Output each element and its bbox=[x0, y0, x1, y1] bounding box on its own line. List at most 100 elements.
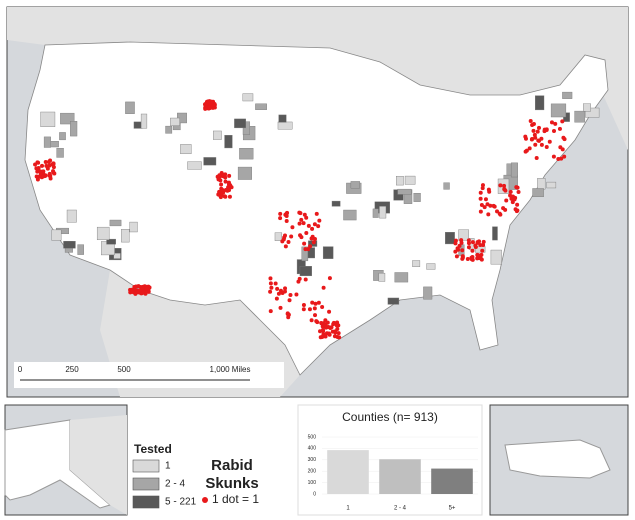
skunk-dot bbox=[334, 323, 339, 328]
county-patch bbox=[129, 221, 138, 233]
skunk-dot bbox=[44, 163, 49, 168]
skunk-dot bbox=[510, 200, 515, 205]
skunk-dot bbox=[501, 206, 506, 211]
legend-label: 2 - 4 bbox=[165, 479, 185, 490]
county-patch bbox=[277, 121, 293, 130]
county-patch bbox=[458, 229, 469, 241]
skunk-dot bbox=[289, 234, 294, 239]
y-tick-label: 400 bbox=[308, 446, 317, 452]
skunk-dot bbox=[268, 281, 273, 286]
county-patch bbox=[423, 286, 433, 300]
skunk-dot bbox=[549, 120, 554, 125]
skunk-dot bbox=[301, 307, 306, 312]
skunk-dot bbox=[332, 334, 337, 339]
skunk-dot bbox=[551, 154, 556, 159]
y-tick-label: 500 bbox=[308, 434, 317, 440]
county-patch bbox=[387, 297, 400, 305]
skunk-dot bbox=[453, 241, 458, 246]
skunk-dot bbox=[206, 100, 211, 105]
skunk-dot bbox=[304, 215, 309, 220]
county-patch bbox=[66, 209, 77, 223]
skunk-dot bbox=[326, 331, 331, 336]
county-patch bbox=[372, 208, 379, 218]
county-patch bbox=[60, 112, 75, 125]
skunk-dot bbox=[311, 240, 316, 245]
skunk-dot bbox=[478, 256, 483, 261]
county-patch bbox=[165, 125, 173, 134]
county-patch bbox=[51, 229, 62, 241]
skunk-dot bbox=[533, 142, 538, 147]
skunk-dot bbox=[479, 203, 484, 208]
county-patch bbox=[125, 101, 135, 114]
county-patch bbox=[490, 249, 502, 265]
skunk-dot bbox=[299, 217, 304, 222]
skunk-dot bbox=[140, 286, 145, 291]
skunk-dot bbox=[130, 289, 135, 294]
county-patch bbox=[96, 226, 110, 241]
county-patch bbox=[532, 188, 544, 198]
county-patch bbox=[301, 246, 309, 262]
skunk-dot bbox=[319, 320, 324, 325]
skunk-dot bbox=[227, 194, 232, 199]
skunk-dot bbox=[539, 142, 544, 147]
skunk-dot bbox=[562, 154, 567, 159]
skunk-dot bbox=[324, 325, 329, 330]
skunk-dot bbox=[470, 240, 475, 245]
skunk-dot bbox=[282, 233, 287, 238]
skunk-dot bbox=[515, 202, 520, 207]
county-patch bbox=[187, 161, 202, 170]
puerto-rico bbox=[504, 439, 611, 479]
county-patch bbox=[378, 272, 386, 282]
skunk-dot bbox=[552, 128, 557, 133]
skunk-dot bbox=[301, 221, 306, 226]
skunk-dot bbox=[283, 286, 288, 291]
skunk-dot bbox=[47, 171, 52, 176]
county-patch bbox=[322, 246, 334, 259]
skunk-dot bbox=[498, 183, 503, 188]
skunk-dot bbox=[218, 195, 223, 200]
skunk-dot bbox=[274, 296, 279, 301]
skunk-dot bbox=[481, 242, 486, 247]
skunk-dot bbox=[218, 178, 223, 183]
county-patch bbox=[224, 135, 233, 149]
skunk-dot bbox=[544, 127, 549, 132]
skunk-dot bbox=[560, 119, 565, 124]
skunk-dot bbox=[310, 300, 315, 305]
dot-legend-title: Rabid bbox=[211, 457, 253, 474]
skunk-dot bbox=[459, 238, 464, 243]
skunk-dot bbox=[288, 292, 293, 297]
dot-legend-marker bbox=[202, 497, 208, 503]
scale-label: 1,000 Miles bbox=[210, 365, 251, 374]
skunk-dot bbox=[310, 226, 315, 231]
skunk-dot bbox=[223, 179, 228, 184]
skunk-dot bbox=[302, 241, 307, 246]
skunk-dot bbox=[492, 204, 497, 209]
skunk-dot bbox=[480, 186, 485, 191]
county-patch bbox=[397, 188, 412, 195]
skunk-dot bbox=[223, 187, 228, 192]
skunk-dot bbox=[309, 318, 314, 323]
skunk-dot bbox=[136, 284, 141, 289]
skunk-dot bbox=[557, 126, 562, 131]
skunk-dot bbox=[297, 210, 302, 215]
skunk-dot bbox=[509, 196, 514, 201]
skunk-dot bbox=[273, 281, 278, 286]
skunk-dot bbox=[312, 222, 317, 227]
skunk-dot bbox=[268, 309, 273, 314]
skunk-dot bbox=[303, 277, 308, 282]
skunk-dot bbox=[508, 189, 513, 194]
skunk-dot bbox=[530, 137, 535, 142]
county-patch bbox=[203, 157, 217, 166]
skunk-dot bbox=[212, 102, 217, 107]
county-patch bbox=[550, 103, 567, 118]
skunk-dot bbox=[280, 291, 285, 296]
skunk-dot bbox=[460, 248, 465, 253]
skunk-dot bbox=[146, 289, 151, 294]
skunk-dot bbox=[470, 248, 475, 253]
county-patch bbox=[56, 148, 64, 158]
legend-label: 5 - 221 bbox=[165, 497, 197, 508]
skunk-dot bbox=[469, 257, 474, 262]
skunk-dot bbox=[226, 182, 231, 187]
y-tick-label: 100 bbox=[308, 480, 317, 486]
county-patch bbox=[412, 260, 421, 267]
